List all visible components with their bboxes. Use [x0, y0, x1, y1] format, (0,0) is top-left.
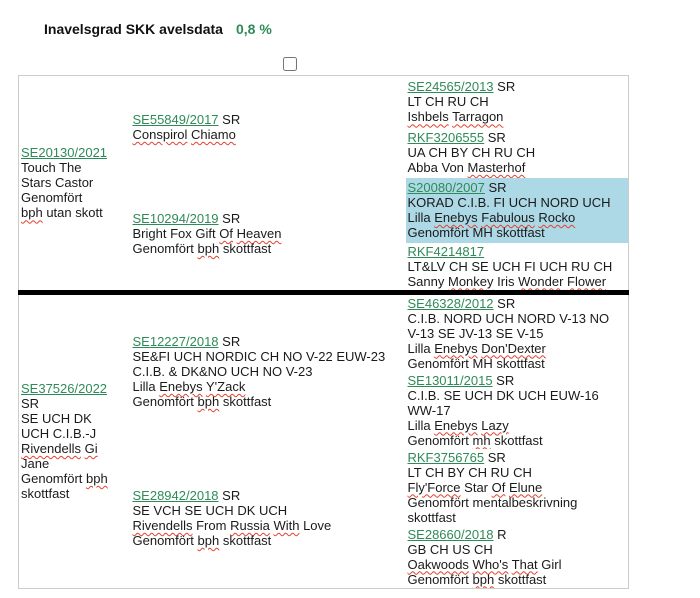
registration-link[interactable]: RKF3206555: [407, 130, 485, 145]
parent-cell-2: SE37526/2022 SR SE UCH DK UCH C.I.B.-J Riven…: [18, 289, 131, 588]
misspelled-word: Who's: [472, 556, 509, 572]
registration-link[interactable]: SE46328/2012: [407, 295, 494, 311]
misspelled-word: Enebys: [159, 379, 203, 394]
registration-link[interactable]: SE28660/2018: [407, 526, 494, 542]
misspelled-word: Rocko: [538, 210, 576, 225]
misspelled-word: Enebys: [434, 210, 478, 225]
pedigree-table: SE20130/2021 Touch The Stars Castor Genomfö…: [18, 75, 629, 589]
misspelled-word: Rivendells: [21, 441, 81, 456]
registration-link[interactable]: SE55849/2017: [132, 111, 219, 127]
misspelled-word: Chiamo: [191, 126, 236, 142]
misspelled-word: Don'Dexter: [481, 340, 546, 356]
misspelled-word: Fabulous: [481, 210, 535, 225]
misspelled-word: bph: [197, 241, 220, 256]
grandparent-cell-1: SE55849/2017 SR Conspirol Chiamo: [132, 111, 241, 142]
misspelled-word: bph: [472, 571, 495, 587]
inbreeding-value: 0,8 %: [235, 21, 272, 37]
great-grandparent-cell-3-highlighted: S20080/2007 SR KORAD C.I.B. FI UCH NORD U…: [405, 177, 629, 243]
registration-link[interactable]: SE10294/2019: [132, 211, 219, 226]
registration-link[interactable]: SE12227/2018: [132, 334, 219, 349]
misspelled-word: bph: [86, 471, 108, 486]
registration-link[interactable]: S20080/2007: [407, 180, 485, 195]
page-title: Inavelsgrad SKK avelsdata: [44, 21, 223, 37]
misspelled-word: mh: [472, 432, 491, 448]
misspelled-word: Of: [219, 226, 233, 241]
registration-link[interactable]: SE24565/2013: [407, 79, 494, 95]
parent-cell-1: SE20130/2021 Touch The Stars Castor Genomfö…: [21, 145, 108, 221]
misspelled-word: Elune: [509, 479, 543, 495]
misspelled-word: Monkey: [448, 273, 494, 289]
registration-link[interactable]: SE20130/2021: [21, 145, 108, 161]
misspelled-word: Flower: [567, 273, 607, 289]
misspelled-word: bph: [197, 394, 220, 409]
great-grandparent-cell-2: RKF3206555 SR UA CH BY CH RU CH Abba Von M…: [407, 130, 536, 175]
misspelled-word: Conspirol: [132, 126, 188, 142]
registration-link[interactable]: SE13011/2015: [407, 372, 493, 388]
misspelled-word: Oakwoods: [407, 556, 469, 572]
inbreeding-header: Inavelsgrad SKK avelsdata 0,8 %: [0, 0, 700, 38]
misspelled-word: Lazy: [481, 417, 509, 433]
great-grandparent-cell-7: RKF3756765 SR LT CH BY CH RU CH Fly'Force …: [407, 449, 578, 525]
grandparent-cell-2: SE10294/2019 SR Bright Fox Gift Of Heaven…: [132, 211, 282, 256]
misspelled-word: Rivendells: [132, 518, 193, 533]
registration-link[interactable]: RKF3756765: [407, 449, 485, 465]
misspelled-word: Of: [491, 479, 506, 495]
misspelled-word: That: [511, 556, 538, 572]
great-grandparent-cell-8: SE28660/2018 R GB CH US CH Oakwoods Who's …: [407, 526, 562, 587]
registration-link[interactable]: SE28942/2018: [132, 488, 219, 503]
registration-link[interactable]: SE37526/2022: [21, 381, 108, 396]
misspelled-word: Tarragon: [452, 109, 504, 125]
misspelled-word: With: [273, 518, 300, 533]
misspelled-word: Y'Zack: [206, 379, 246, 394]
misspelled-word: Enebys: [434, 340, 478, 356]
great-grandparent-cell-6: SE13011/2015 SR C.I.B. SE UCH DK UCH EUW-…: [407, 372, 599, 448]
misspelled-word: Wonder: [518, 273, 564, 289]
great-grandparent-cell-4: RKF4214817 LT&LV CH SE UCH FI UCH RU CH Sa…: [407, 243, 613, 289]
pedigree-checkbox[interactable]: [283, 57, 297, 71]
misspelled-word: Gi: [84, 441, 98, 456]
misspelled-word: Ishbels: [407, 109, 449, 125]
grandparent-cell-4: SE28942/2018 SR SE VCH SE UCH DK UCH Riven…: [132, 488, 332, 548]
great-grandparent-cell-1: SE24565/2013 SR LT CH RU CH Ishbels Tarrag…: [407, 79, 516, 125]
misspelled-word: bph: [197, 533, 220, 548]
registration-link[interactable]: RKF4214817: [407, 243, 485, 259]
checkbox-row: [283, 57, 700, 72]
grandparent-cell-3: SE12227/2018 SR SE&FI UCH NORDIC CH NO V-…: [130, 289, 406, 449]
misspelled-word: Fly'Force: [407, 479, 461, 495]
misspelled-word: Enebys: [434, 417, 478, 433]
misspelled-word: Masterhof: [467, 160, 526, 175]
great-grandparent-cell-5: SE46328/2012 SR C.I.B. NORD UCH NORD V-13…: [405, 289, 629, 372]
misspelled-word: bph: [21, 205, 43, 221]
misspelled-word: Heaven: [236, 226, 282, 241]
misspelled-word: Russia: [230, 518, 270, 533]
